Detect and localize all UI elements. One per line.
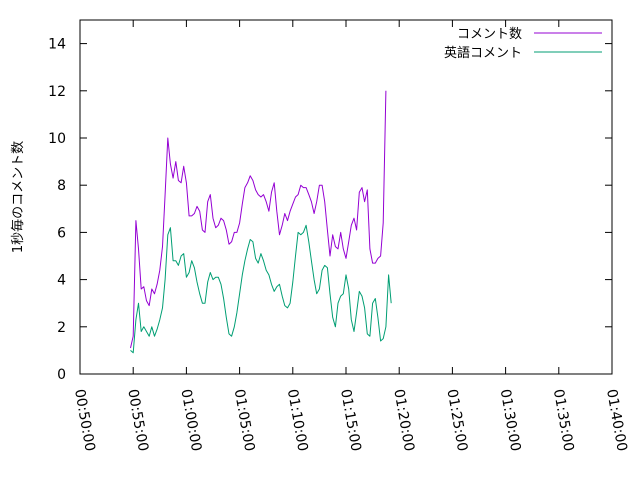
y-tick-label: 6	[57, 225, 66, 241]
x-tick-label: 01:05:00	[231, 388, 258, 453]
x-tick-label: 00:55:00	[124, 388, 151, 453]
legend-label-2: 英語コメント	[444, 45, 522, 61]
y-tick-label: 10	[48, 131, 66, 147]
x-tick-label: 01:20:00	[390, 388, 417, 453]
y-tick-label: 8	[57, 178, 66, 194]
y-tick-label: 4	[57, 273, 66, 289]
plot-frame	[79, 19, 613, 375]
y-tick-label: 0	[57, 367, 66, 383]
plot-area	[130, 90, 392, 354]
x-tick-label: 01:30:00	[497, 388, 524, 453]
x-tick-label: 01:40:00	[603, 388, 630, 453]
series-line-1	[130, 90, 387, 349]
x-tick-label: 00:50:00	[71, 388, 98, 453]
legend-label-1: コメント数	[457, 27, 522, 42]
y-axis: 0 2 4 6 8 10 12 14	[48, 37, 612, 383]
x-axis: 00:50:00 00:55:00 01:00:00 01:05:00 01:10:00…	[71, 20, 630, 453]
series-line-2	[130, 224, 392, 354]
y-tick-label: 2	[57, 320, 66, 336]
y-axis-title: 1秒毎のコメント数	[10, 141, 26, 253]
x-tick-label: 01:10:00	[284, 388, 311, 453]
y-tick-label: 14	[48, 37, 66, 53]
x-tick-label: 01:25:00	[443, 388, 470, 453]
x-tick-label: 01:00:00	[177, 388, 204, 453]
y-tick-label: 12	[48, 84, 66, 100]
x-tick-label: 01:15:00	[337, 388, 364, 453]
x-tick-label: 01:35:00	[550, 388, 577, 453]
